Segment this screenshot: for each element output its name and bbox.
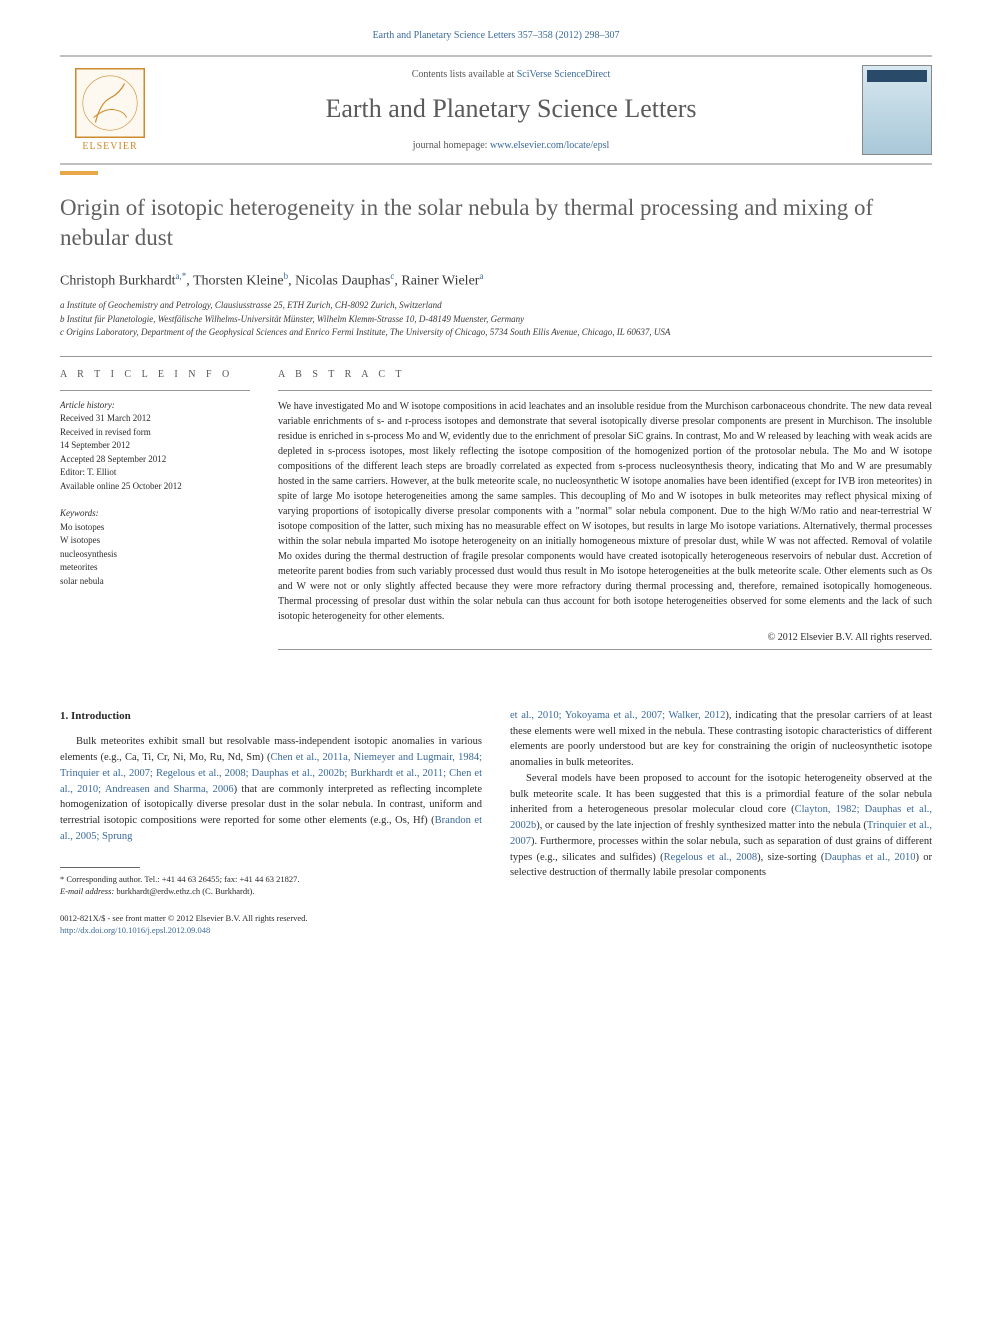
- author: Rainer Wieler: [401, 273, 479, 288]
- bottom-meta: 0012-821X/$ - see front matter © 2012 El…: [60, 913, 482, 937]
- keywords-block: Keywords: Mo isotopes W isotopes nucleos…: [60, 507, 250, 588]
- keyword: solar nebula: [60, 575, 250, 589]
- body-para: Several models have been proposed to acc…: [510, 771, 932, 881]
- divider: [278, 390, 932, 391]
- article-info-heading: A R T I C L E I N F O: [60, 369, 250, 380]
- corresponding-author-footnote: * Corresponding author. Tel.: +41 44 63 …: [60, 874, 482, 898]
- author: Christoph Burkhardt: [60, 273, 176, 288]
- abstract-text: We have investigated Mo and W isotope co…: [278, 399, 932, 624]
- article-title: Origin of isotopic heterogeneity in the …: [60, 193, 932, 253]
- divider: [60, 390, 250, 391]
- homepage-link[interactable]: www.elsevier.com/locate/epsl: [490, 140, 609, 151]
- author: Nicolas Dauphas: [295, 273, 390, 288]
- publisher-name: ELSEVIER: [82, 141, 137, 152]
- footnote-rule: [60, 867, 140, 868]
- history-item: Accepted 28 September 2012: [60, 453, 250, 467]
- body-para: et al., 2010; Yokoyama et al., 2007; Wal…: [510, 708, 932, 771]
- journal-cover-icon: [862, 65, 932, 155]
- right-column: et al., 2010; Yokoyama et al., 2007; Wal…: [510, 708, 932, 937]
- sciencedirect-link[interactable]: SciVerse ScienceDirect: [517, 69, 611, 80]
- abstract-col: A B S T R A C T We have investigated Mo …: [278, 369, 932, 650]
- email-label: E-mail address:: [60, 886, 114, 896]
- body-para: Bulk meteorites exhibit small but resolv…: [60, 734, 482, 844]
- affiliation: a Institute of Geochemistry and Petrolog…: [60, 299, 932, 313]
- affiliation: b Institut für Planetologie, Westfälisch…: [60, 313, 932, 327]
- elsevier-logo-icon: [75, 68, 145, 138]
- left-column: 1. Introduction Bulk meteorites exhibit …: [60, 708, 482, 937]
- header-center: Contents lists available at SciVerse Sci…: [160, 69, 862, 151]
- homepage-line: journal homepage: www.elsevier.com/locat…: [160, 140, 862, 151]
- author-list: Christoph Burkhardta,*, Thorsten Kleineb…: [60, 271, 932, 290]
- citation-link[interactable]: Regelous et al., 2008: [664, 852, 757, 863]
- intro-heading: 1. Introduction: [60, 708, 482, 725]
- history-item: Editor: T. Elliot: [60, 466, 250, 480]
- history-item: 14 September 2012: [60, 439, 250, 453]
- top-citation: Earth and Planetary Science Letters 357–…: [60, 30, 932, 41]
- doi-link[interactable]: http://dx.doi.org/10.1016/j.epsl.2012.09…: [60, 925, 210, 935]
- article-info-col: A R T I C L E I N F O Article history: R…: [60, 369, 250, 650]
- author-sup: c: [390, 271, 394, 281]
- keyword: meteorites: [60, 561, 250, 575]
- divider: [278, 649, 932, 650]
- history-label: Article history:: [60, 399, 250, 413]
- footnote-line: E-mail address: burkhardt@erdw.ethz.ch (…: [60, 886, 482, 898]
- abstract-copyright: © 2012 Elsevier B.V. All rights reserved…: [278, 632, 932, 643]
- affiliations: a Institute of Geochemistry and Petrolog…: [60, 299, 932, 340]
- footnote-line: * Corresponding author. Tel.: +41 44 63 …: [60, 874, 482, 886]
- body-columns: 1. Introduction Bulk meteorites exhibit …: [60, 708, 932, 937]
- publisher-block: ELSEVIER: [60, 68, 160, 152]
- body-text: ), size-sorting (: [757, 852, 824, 863]
- affiliation: c Origins Laboratory, Department of the …: [60, 326, 932, 340]
- contents-line: Contents lists available at SciVerse Sci…: [160, 69, 862, 80]
- keywords-label: Keywords:: [60, 507, 250, 521]
- keyword: Mo isotopes: [60, 521, 250, 535]
- history-item: Received 31 March 2012: [60, 412, 250, 426]
- accent-bar: [60, 171, 98, 175]
- body-text: ), or caused by the late injection of fr…: [536, 820, 867, 831]
- homepage-prefix: journal homepage:: [413, 140, 490, 151]
- keyword: nucleosynthesis: [60, 548, 250, 562]
- citation-link[interactable]: Dauphas et al., 2010: [824, 852, 915, 863]
- history-item: Received in revised form: [60, 426, 250, 440]
- citation-link[interactable]: et al., 2010; Yokoyama et al., 2007; Wal…: [510, 710, 725, 721]
- email-value: burkhardt@erdw.ethz.ch (C. Burkhardt).: [116, 886, 254, 896]
- author: Thorsten Kleine: [193, 273, 284, 288]
- article-history: Article history: Received 31 March 2012 …: [60, 399, 250, 494]
- journal-name: Earth and Planetary Science Letters: [160, 94, 862, 124]
- journal-header: ELSEVIER Contents lists available at Sci…: [60, 55, 932, 165]
- abstract-heading: A B S T R A C T: [278, 369, 932, 380]
- contents-prefix: Contents lists available at: [412, 69, 517, 80]
- author-sup: b: [284, 271, 289, 281]
- keyword: W isotopes: [60, 534, 250, 548]
- history-item: Available online 25 October 2012: [60, 480, 250, 494]
- info-abstract-row: A R T I C L E I N F O Article history: R…: [60, 357, 932, 668]
- author-sup: a,*: [176, 271, 187, 281]
- author-sup: a: [479, 271, 483, 281]
- front-matter-line: 0012-821X/$ - see front matter © 2012 El…: [60, 913, 482, 925]
